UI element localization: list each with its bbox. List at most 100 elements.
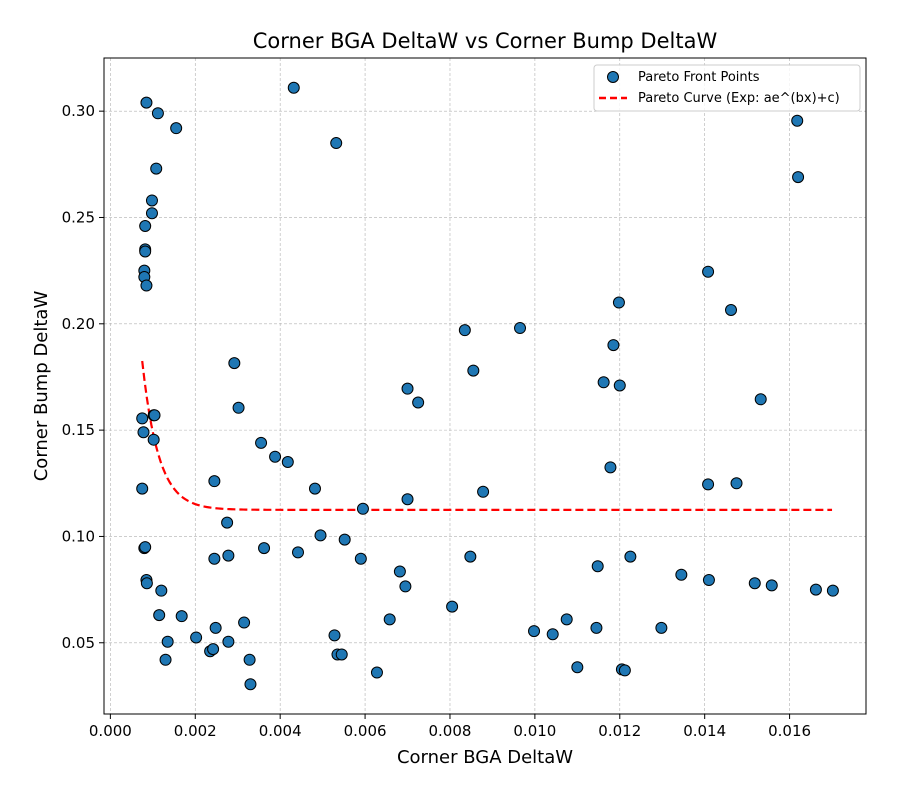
- data-point: [139, 245, 152, 258]
- data-point: [255, 436, 268, 449]
- data-point: [765, 579, 778, 592]
- data-point: [328, 629, 341, 642]
- data-point: [207, 643, 220, 656]
- data-point: [401, 493, 414, 506]
- legend-box: [593, 64, 861, 112]
- x-tick-label: 0.016: [768, 722, 811, 740]
- y-axis-label: Corner Bump DeltaW: [31, 291, 52, 482]
- data-point: [228, 357, 241, 370]
- chart-title: Corner BGA DeltaW vs Corner Bump DeltaW: [253, 29, 718, 53]
- legend-marker-points: [607, 71, 619, 83]
- data-point: [591, 560, 604, 573]
- data-point: [244, 678, 257, 691]
- data-point: [612, 296, 625, 309]
- data-point: [338, 533, 351, 546]
- data-point: [243, 653, 256, 666]
- data-point: [145, 194, 158, 207]
- data-point: [560, 613, 573, 626]
- data-point: [145, 207, 158, 220]
- x-axis-ticks: 0.000 0.002 0.004 0.006 0.008 0.010 0.012 0.014…: [89, 714, 811, 740]
- plot-frame: [103, 57, 867, 715]
- legend-label-curve: Pareto Curve (Exp: ae^(bx)+c): [638, 91, 840, 106]
- y-tick-label: 0.05: [62, 634, 95, 652]
- data-point: [702, 574, 715, 587]
- data-point: [151, 107, 164, 120]
- data-point: [514, 322, 527, 335]
- data-point: [161, 635, 174, 648]
- data-point: [655, 621, 668, 634]
- data-point: [675, 568, 688, 581]
- x-tick-label: 0.012: [598, 722, 641, 740]
- x-axis-label: Corner BGA DeltaW: [397, 747, 573, 768]
- data-point: [748, 577, 761, 590]
- data-point: [159, 653, 172, 666]
- data-point: [136, 412, 149, 425]
- data-point: [477, 485, 490, 498]
- data-point: [401, 382, 414, 395]
- data-point: [292, 546, 304, 559]
- x-tick-label: 0.004: [259, 722, 302, 740]
- x-tick-label: 0.014: [683, 722, 726, 740]
- data-point: [604, 461, 617, 474]
- pareto-curve-line: [141, 360, 833, 511]
- data-point: [725, 303, 738, 316]
- y-tick-label: 0.15: [62, 421, 95, 439]
- data-point: [792, 171, 805, 184]
- x-tick-label: 0.008: [429, 722, 472, 740]
- data-point: [155, 584, 168, 597]
- data-point: [571, 661, 584, 674]
- data-point: [170, 122, 183, 135]
- data-point: [370, 666, 383, 679]
- data-point: [208, 475, 221, 488]
- data-point: [613, 379, 626, 392]
- data-point: [412, 396, 425, 409]
- data-point: [393, 565, 406, 578]
- data-point: [314, 529, 327, 542]
- data-point: [287, 81, 300, 94]
- data-point: [281, 456, 294, 469]
- data-point: [190, 631, 203, 644]
- data-point: [140, 577, 153, 590]
- data-point: [140, 279, 153, 292]
- y-tick-label: 0.20: [62, 315, 95, 333]
- data-point: [826, 584, 839, 597]
- data-point: [209, 621, 222, 634]
- data-point: [147, 433, 160, 446]
- data-point: [458, 324, 471, 337]
- data-point: [597, 376, 610, 389]
- data-point: [258, 542, 271, 555]
- data-point: [232, 401, 245, 414]
- data-point: [153, 609, 166, 622]
- data-point: [175, 610, 188, 623]
- data-point: [809, 583, 822, 596]
- data-point: [238, 616, 251, 629]
- data-point: [148, 409, 161, 422]
- data-point: [607, 339, 620, 352]
- x-tick-label: 0.006: [344, 722, 387, 740]
- data-point: [139, 541, 152, 554]
- data-point: [137, 426, 150, 439]
- points-layer: [136, 81, 839, 691]
- data-point: [222, 635, 235, 648]
- data-point: [308, 482, 321, 495]
- data-point: [590, 621, 603, 634]
- data-point: [702, 265, 715, 278]
- data-point: [528, 625, 541, 638]
- data-point: [269, 450, 282, 463]
- data-point: [222, 549, 235, 562]
- data-point: [446, 600, 459, 613]
- data-point: [383, 613, 396, 626]
- data-point: [618, 664, 631, 677]
- y-tick-label: 0.30: [62, 102, 95, 120]
- data-point: [464, 550, 477, 563]
- data-point: [624, 550, 637, 563]
- data-point: [467, 364, 480, 377]
- x-tick-label: 0.000: [89, 722, 132, 740]
- data-point: [150, 162, 163, 175]
- data-point: [702, 478, 715, 491]
- data-point: [140, 96, 153, 109]
- data-point: [221, 516, 234, 529]
- data-point: [399, 580, 412, 593]
- data-point: [139, 219, 152, 232]
